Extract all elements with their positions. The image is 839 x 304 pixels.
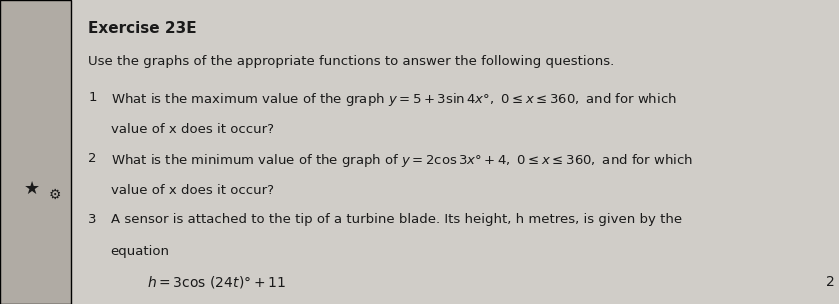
Text: $h = 3\cos\,(24t)° + 11$: $h = 3\cos\,(24t)° + 11$ <box>147 274 285 290</box>
Text: Exercise 23E: Exercise 23E <box>88 21 196 36</box>
Text: A sensor is attached to the tip of a turbine blade. Its height, h metres, is giv: A sensor is attached to the tip of a tur… <box>111 213 682 226</box>
Text: What is the minimum value of the graph of $y = 2\cos 3x° + 4,\ 0 \leq x \leq 360: What is the minimum value of the graph o… <box>111 152 693 169</box>
Text: equation: equation <box>111 245 169 258</box>
Text: 2: 2 <box>826 275 835 289</box>
Text: 2: 2 <box>88 152 96 165</box>
Text: ★: ★ <box>23 179 40 198</box>
Text: value of x does it occur?: value of x does it occur? <box>111 123 274 136</box>
Text: ⚙: ⚙ <box>49 188 60 202</box>
Text: value of x does it occur?: value of x does it occur? <box>111 184 274 197</box>
Text: Use the graphs of the appropriate functions to answer the following questions.: Use the graphs of the appropriate functi… <box>88 55 614 68</box>
Text: 3: 3 <box>88 213 96 226</box>
Text: 1: 1 <box>88 91 96 104</box>
Text: What is the maximum value of the graph $y = 5 + 3\sin 4x°,\ 0 \leq x \leq 360,$ : What is the maximum value of the graph $… <box>111 91 676 108</box>
